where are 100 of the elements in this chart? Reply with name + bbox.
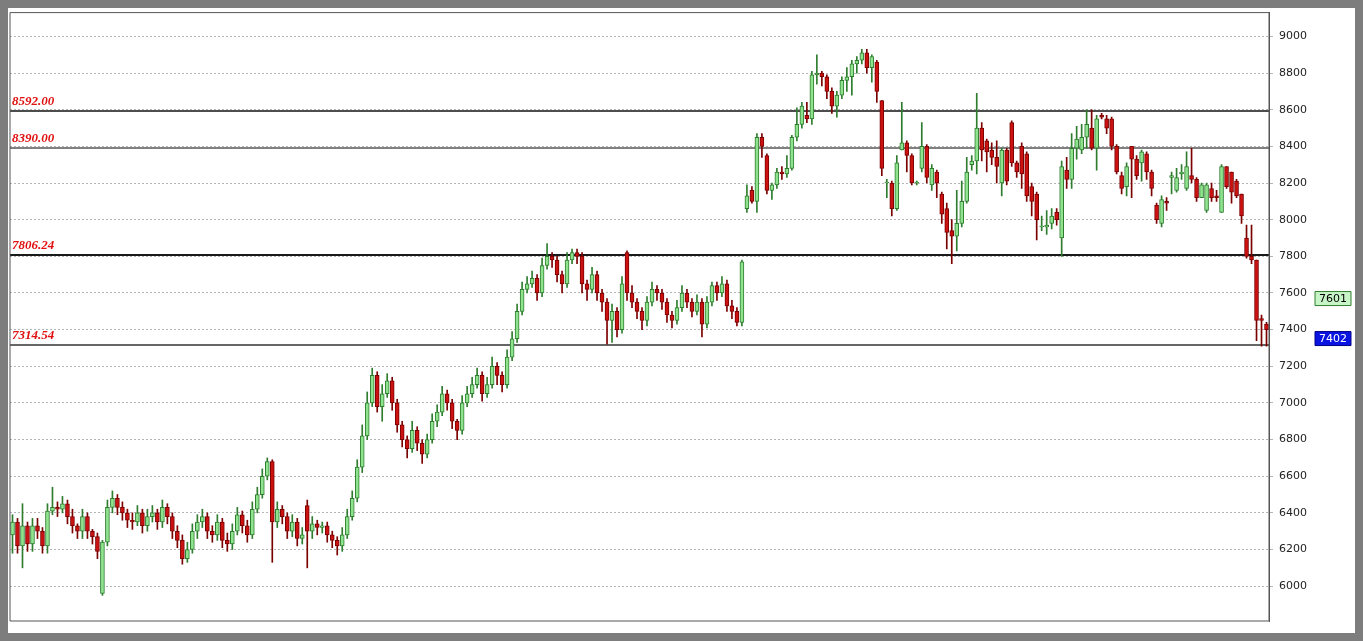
candlestick [70, 508, 75, 534]
candlestick [150, 505, 155, 523]
text: 7402 [1319, 331, 1347, 345]
candlestick [1144, 151, 1149, 180]
candlestick [220, 518, 225, 549]
y-tick-label: 6200 [1279, 542, 1308, 556]
candlestick [115, 494, 120, 516]
candlestick [884, 179, 890, 199]
candlestick [844, 67, 850, 92]
candlestick [1129, 146, 1134, 199]
candlestick [1054, 208, 1059, 226]
candlestick [120, 501, 125, 521]
candlestick [195, 514, 200, 539]
candlestick [40, 527, 45, 554]
candlestick [185, 541, 190, 563]
candlestick [1174, 168, 1179, 193]
candlestick [1059, 160, 1064, 257]
candlestick [175, 525, 180, 549]
candlestick [1189, 147, 1194, 184]
candlestick [1159, 195, 1164, 228]
candlestick [10, 514, 15, 554]
candlestick [1064, 157, 1069, 189]
candlestick [1249, 224, 1254, 264]
candlestick [90, 529, 95, 545]
candlestick [145, 508, 150, 532]
candlestick [1114, 144, 1119, 175]
candlestick [1069, 133, 1074, 189]
candlestick [205, 512, 210, 539]
candlestick [30, 518, 35, 552]
candlestick [170, 512, 175, 539]
candlestick [1254, 259, 1259, 341]
y-tick-label: 8800 [1279, 65, 1308, 79]
candlestick [155, 508, 160, 530]
ref-line-label: 7314.54 [12, 327, 55, 343]
candlestick [1184, 151, 1189, 191]
candlestick [1094, 114, 1099, 171]
candlestick [1139, 149, 1144, 182]
candlestick [1229, 171, 1234, 204]
candlestick [225, 532, 230, 552]
candlestick [1084, 109, 1089, 149]
y-tick-label: 8400 [1279, 139, 1308, 153]
candlestick [1224, 166, 1229, 189]
y-tick-label: 6000 [1279, 579, 1308, 593]
candlestick [135, 505, 140, 527]
candlestick [969, 155, 975, 171]
candlestick [75, 523, 80, 539]
candlestick [140, 508, 145, 534]
candlestick [994, 140, 1000, 184]
candlestick [35, 518, 40, 539]
candlestick [125, 508, 130, 528]
candlestick [1124, 162, 1129, 197]
candlestick [45, 503, 50, 554]
candlestick [239, 510, 245, 534]
ref-line-label: 8592.00 [12, 93, 55, 109]
candlestick [1244, 224, 1249, 259]
candlestick [100, 540, 105, 596]
candlestick [1104, 114, 1109, 134]
candlestick [1079, 124, 1084, 155]
candlestick [1264, 321, 1269, 347]
y-tick-label: 7400 [1279, 322, 1308, 336]
candlestick [1134, 155, 1139, 180]
candlestick [1169, 171, 1174, 195]
candlestick [165, 503, 170, 525]
candlestick [1199, 182, 1204, 199]
y-tick-label: 6800 [1279, 432, 1308, 446]
candlestick [899, 102, 905, 151]
candlestick [1194, 177, 1199, 202]
ref-line-label: 8390.00 [12, 130, 55, 146]
candlestick [50, 486, 55, 516]
candlestick [254, 486, 260, 514]
y-tick-label: 8200 [1279, 175, 1308, 189]
candlestick [15, 518, 20, 554]
candlestick [85, 512, 90, 539]
y-tick-label: 7200 [1279, 359, 1308, 373]
y-tick-label: 6400 [1279, 505, 1308, 519]
candlestick [249, 501, 255, 539]
candlestick [1049, 208, 1055, 230]
candlestick [1214, 190, 1219, 202]
candlestick [180, 534, 185, 565]
candlestick [1164, 197, 1169, 211]
candlestick [95, 532, 100, 560]
candlestick [1204, 182, 1209, 213]
y-tick-label: 7000 [1279, 395, 1308, 409]
candlestick [110, 490, 115, 514]
candlestick [1259, 314, 1264, 347]
text: 7601 [1319, 291, 1347, 305]
candlestick [210, 525, 215, 543]
y-tick-label: 6600 [1279, 469, 1308, 483]
candlestick [1119, 171, 1124, 195]
candlestick [160, 499, 165, 528]
candlestick [1209, 182, 1214, 202]
candlestick [80, 508, 85, 539]
candlestick [200, 508, 205, 528]
candlestick [190, 523, 195, 554]
candlestick [234, 507, 240, 536]
y-tick-label: 8600 [1279, 102, 1308, 116]
candlestick [299, 527, 305, 545]
y-tick-label: 9000 [1279, 29, 1308, 43]
candlestick [1219, 164, 1224, 213]
candlestick [1034, 191, 1040, 241]
